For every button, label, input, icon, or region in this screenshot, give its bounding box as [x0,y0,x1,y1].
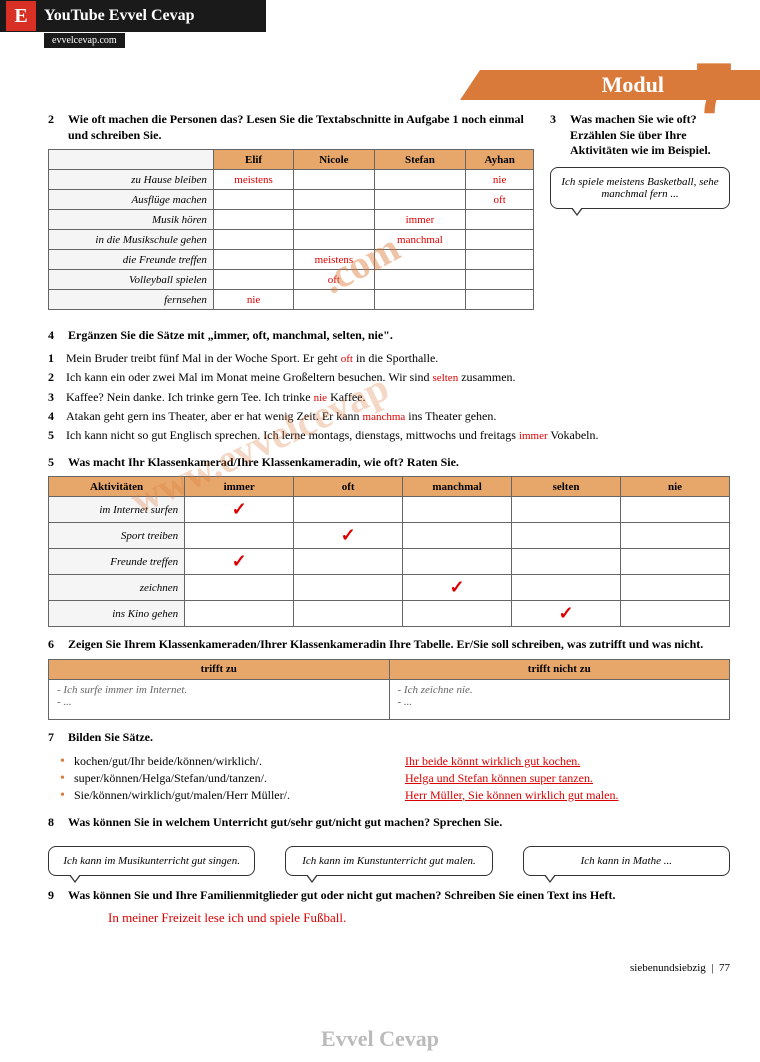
exercise-8-header: 8 Was können Sie in welchem Unterricht g… [48,815,730,831]
ex8-b2: Ich kann im Kunstunterricht gut malen. [285,846,492,876]
modul-label: Modul [602,72,664,98]
ex7-title: Bilden Sie Sätze. [68,730,153,746]
exercise-6-header: 6 Zeigen Sie Ihrem Klassenkameraden/Ihre… [48,637,730,653]
exercise-9-header: 9 Was können Sie und Ihre Familienmitgli… [48,888,730,904]
logo-icon: E [6,1,36,31]
exercise-2-header: 2 Wie oft machen die Personen das? Lesen… [48,112,534,143]
ex6-c1: - Ich surfe immer im Internet. - ... [49,679,390,719]
ex7-answer: Ihr beide könnt wirklich gut kochen. [405,754,730,769]
worksheet-page: E YouTube Evvel Cevap evvelcevap.com Mod… [0,0,760,1062]
exercise-7-header: 7 Bilden Sie Sätze. [48,730,730,746]
exercise-5-header: 5 Was macht Ihr Klassenkamerad/Ihre Klas… [48,455,730,471]
ex8-title: Was können Sie in welchem Unterricht gut… [68,815,502,831]
ex7-answer: Helga und Stefan können super tanzen. [405,771,730,786]
ex6-c2: - Ich zeichne nie. - ... [389,679,730,719]
ex3-num: 3 [550,112,570,159]
ex2-title: Wie oft machen die Personen das? Lesen S… [68,112,534,143]
brand-title: YouTube Evvel Cevap [44,7,195,25]
footer-page: 77 [719,962,730,974]
footer-brand: Evvel Cevap [321,1026,439,1052]
ex6-h1: trifft zu [49,659,390,679]
ex5-title: Was macht Ihr Klassenkamerad/Ihre Klasse… [68,455,459,471]
ex6-num: 6 [48,637,68,653]
footer-word: siebenundsiebzig [630,962,706,974]
ex8-num: 8 [48,815,68,831]
ex9-title: Was können Sie und Ihre Familienmitglied… [68,888,616,904]
site-url: evvelcevap.com [44,33,125,48]
ex7-answer: Herr Müller, Sie können wirklich gut mal… [405,788,730,803]
module-header: Modul 7 [0,54,760,112]
ex6-title: Zeigen Sie Ihrem Klassenkameraden/Ihrer … [68,637,703,653]
ex5-table: Aktivitätenimmeroftmanchmalseltennieim I… [48,476,730,627]
ex7-prompt: super/können/Helga/Stefan/und/tanzen/. [60,771,385,786]
content-area: 2 Wie oft machen die Personen das? Lesen… [0,112,760,946]
ex7-prompt: Sie/können/wirklich/gut/malen/Herr Mülle… [60,788,385,803]
chapter-number: 7 [694,48,734,130]
ex7-prompt: kochen/gut/Ihr beide/können/wirklich/. [60,754,385,769]
ex8-b1: Ich kann im Musikunterricht gut singen. [48,846,255,876]
top-bar: E YouTube Evvel Cevap [0,0,760,32]
ex7-prompts: kochen/gut/Ihr beide/können/wirklich/. su… [48,752,385,805]
ex8-b3: Ich kann in Mathe ... [523,846,730,876]
ex9-num: 9 [48,888,68,904]
ex4-sentences: 1Mein Bruder treibt fünf Mal in der Woch… [48,350,730,445]
ex4-title: Ergänzen Sie die Sätze mit „immer, oft, … [68,328,393,344]
exercise-4-header: 4 Ergänzen Sie die Sätze mit „immer, oft… [48,328,730,344]
ex9-answer: In meiner Freizeit lese ich und spiele F… [108,910,730,926]
ex7-content: kochen/gut/Ihr beide/können/wirklich/. su… [48,752,730,805]
ex4-num: 4 [48,328,68,344]
ex7-answers: Ihr beide könnt wirklich gut kochen. Helg… [405,752,730,805]
ex7-num: 7 [48,730,68,746]
ex2-table: ElifNicoleStefanAyhanzu Hause bleibenmei… [48,149,534,310]
ex6-h2: trifft nicht zu [389,659,730,679]
ex6-table: trifft zutrifft nicht zu - Ich surfe imm… [48,659,730,720]
ex5-num: 5 [48,455,68,471]
ex8-bubbles: Ich kann im Musikunterricht gut singen. … [48,838,730,876]
ex2-num: 2 [48,112,68,143]
ex3-speech-bubble: Ich spiele meistens Basketball, sehe man… [550,167,730,209]
page-footer: siebenundsiebzig | 77 [0,962,760,974]
